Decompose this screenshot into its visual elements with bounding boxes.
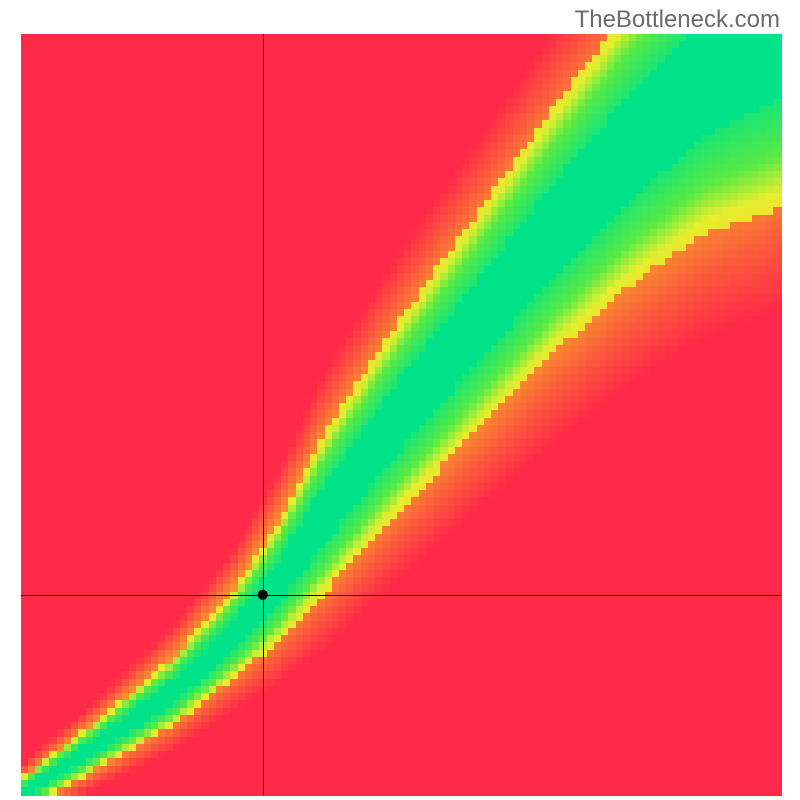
chart-container: TheBottleneck.com — [0, 0, 800, 800]
bottleneck-heatmap — [0, 0, 800, 800]
watermark-text: TheBottleneck.com — [575, 6, 780, 34]
